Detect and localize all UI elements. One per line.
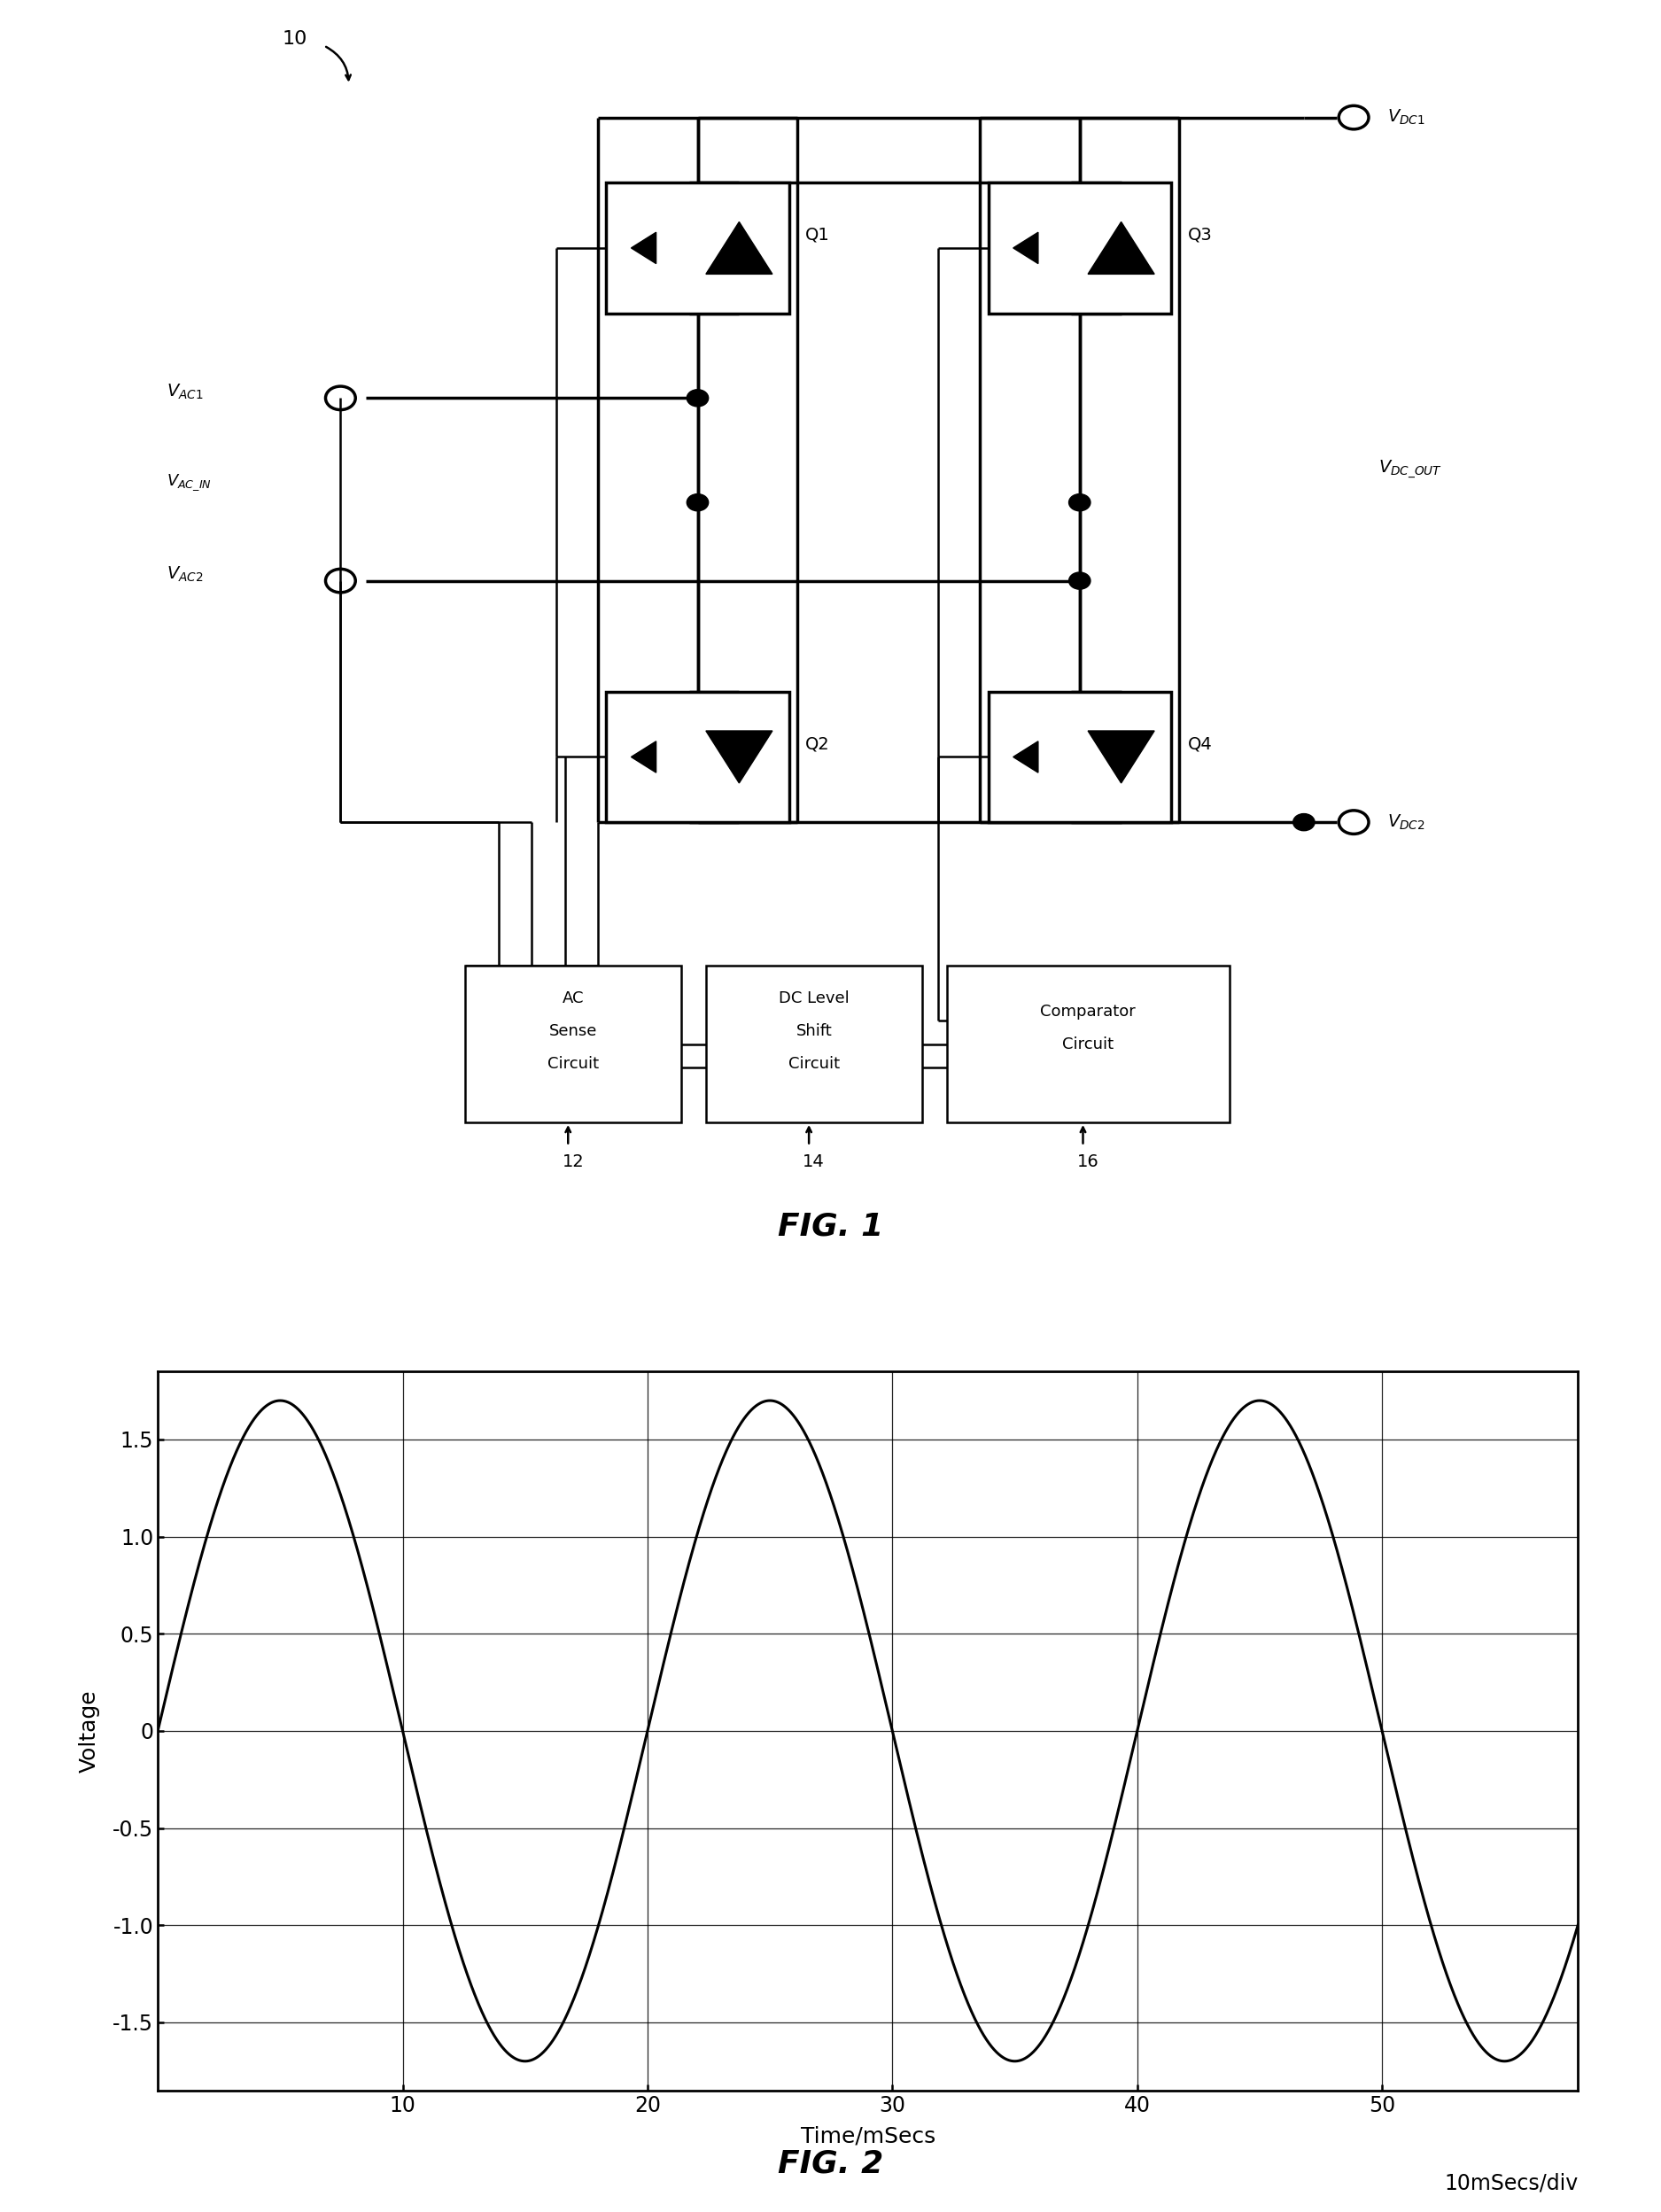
- Polygon shape: [706, 730, 772, 783]
- Bar: [947, 967, 1229, 1121]
- Bar: [988, 692, 1171, 823]
- Text: FIG. 1: FIG. 1: [777, 1212, 884, 1241]
- Text: $V_{AC1}$: $V_{AC1}$: [166, 383, 203, 400]
- Circle shape: [688, 493, 709, 511]
- Text: Shift: Shift: [796, 1022, 832, 1040]
- Polygon shape: [1013, 741, 1038, 772]
- Bar: [706, 967, 922, 1121]
- Text: $V_{DC2}$: $V_{DC2}$: [1387, 812, 1425, 832]
- Bar: [606, 692, 789, 823]
- Text: Q3: Q3: [1188, 226, 1213, 243]
- Text: 14: 14: [802, 1152, 826, 1170]
- Circle shape: [1294, 814, 1316, 832]
- Text: Comparator: Comparator: [1040, 1004, 1136, 1020]
- Polygon shape: [1088, 730, 1154, 783]
- Text: Circuit: Circuit: [548, 1055, 600, 1071]
- Text: FIG. 2: FIG. 2: [777, 2148, 884, 2179]
- Text: AC: AC: [561, 991, 585, 1006]
- Text: 10mSecs/div: 10mSecs/div: [1443, 2172, 1578, 2194]
- Circle shape: [1070, 493, 1091, 511]
- Text: Q4: Q4: [1188, 734, 1213, 752]
- Text: 12: 12: [561, 1152, 585, 1170]
- Text: $V_{AC\_IN}$: $V_{AC\_IN}$: [166, 473, 211, 493]
- Polygon shape: [631, 741, 656, 772]
- Text: Circuit: Circuit: [1063, 1035, 1113, 1053]
- Text: Q2: Q2: [806, 734, 830, 752]
- Text: $V_{DC\_OUT}$: $V_{DC\_OUT}$: [1379, 460, 1442, 480]
- Text: Circuit: Circuit: [789, 1055, 840, 1071]
- Text: Q1: Q1: [806, 226, 830, 243]
- Text: DC Level: DC Level: [779, 991, 849, 1006]
- Circle shape: [688, 389, 709, 407]
- Y-axis label: Voltage: Voltage: [80, 1690, 100, 1772]
- Bar: [606, 184, 789, 314]
- Text: $V_{AC2}$: $V_{AC2}$: [166, 564, 203, 584]
- Circle shape: [1070, 573, 1091, 588]
- X-axis label: Time/mSecs: Time/mSecs: [801, 2126, 935, 2148]
- Polygon shape: [631, 232, 656, 263]
- Bar: [465, 967, 681, 1121]
- Text: 10: 10: [282, 31, 307, 49]
- Text: $V_{DC1}$: $V_{DC1}$: [1387, 108, 1425, 126]
- Bar: [988, 184, 1171, 314]
- Polygon shape: [1013, 232, 1038, 263]
- Text: 16: 16: [1076, 1152, 1100, 1170]
- Polygon shape: [706, 221, 772, 274]
- Polygon shape: [1088, 221, 1154, 274]
- Text: Sense: Sense: [548, 1022, 598, 1040]
